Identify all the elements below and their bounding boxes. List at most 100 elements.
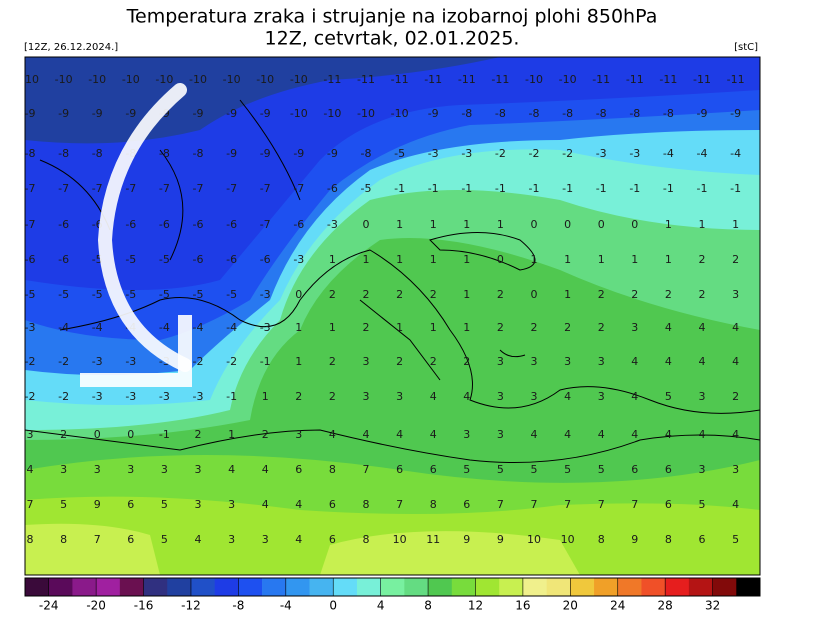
map-value-label: -4 [663,147,674,160]
colorbar-swatch [238,578,263,596]
colorbar-swatch [96,578,121,596]
map-value-label: -6 [58,253,69,266]
map-value-label: 5 [564,463,571,476]
map-value-label: 3 [497,428,504,441]
map-value-label: 7 [598,498,605,511]
colorbar-swatch [736,578,761,596]
colorbar-swatch [688,578,713,596]
map-value-label: -8 [25,147,36,160]
map-value-label: 7 [363,463,370,476]
colorbar-swatch [25,578,50,596]
map-value-label: 4 [732,428,739,441]
map-value-label: -10 [122,73,140,86]
map-value-label: 1 [396,253,403,266]
map-value-label: -10 [290,73,308,86]
map-value-label: -5 [92,288,103,301]
map-value-label: 1 [564,288,571,301]
map-value-label: -6 [260,253,271,266]
map-value-label: 3 [363,390,370,403]
colorbar-swatch [167,578,192,596]
map-value-label: -9 [58,107,69,120]
map-value-label: 2 [665,288,672,301]
map-value-label: 6 [699,533,706,546]
colorbar-tick-label: 28 [658,599,673,613]
map-value-label: 7 [564,498,571,511]
map-value-label: 2 [396,288,403,301]
colorbar-tick-label: -16 [134,599,154,613]
colorbar-swatch [356,578,381,596]
map-value-label: 1 [463,321,470,334]
map-value-label: 5 [161,533,168,546]
map-value-label: -11 [491,73,509,86]
map-value-label: 5 [60,498,67,511]
map-value-label: -5 [193,288,204,301]
map-value-label: -8 [58,147,69,160]
map-value-label: 2 [497,321,504,334]
map-value-label: 2 [598,321,605,334]
colorbar-tick-label: 0 [329,599,337,613]
map-value-label: -2 [58,355,69,368]
map-value-label: 7 [531,498,538,511]
map-value-label: -2 [226,355,237,368]
map-value-label: 6 [295,463,302,476]
title: Temperatura zraka i strujanje na izobarn… [126,6,658,28]
map-value-label: -8 [562,107,573,120]
map-value-label: -7 [260,218,271,231]
map-value-label: -1 [394,182,405,195]
map-value-label: 4 [665,355,672,368]
map-value-label: 6 [430,463,437,476]
colorbar-tick-label: 8 [424,599,432,613]
colorbar-swatch [522,578,547,596]
map-value-label: 2 [531,321,538,334]
colorbar-swatch [119,578,144,596]
colorbar-swatch [214,578,239,596]
map-value-label: 2 [329,355,336,368]
map-value-label: -4 [730,147,741,160]
map-value-label: -5 [92,253,103,266]
map-frame [24,56,761,576]
map-value-label: 1 [531,253,538,266]
map-value-label: 4 [665,321,672,334]
map-value-label: -9 [226,147,237,160]
map-value-label: 3 [195,463,202,476]
map-value-label: -9 [428,107,439,120]
map-value-label: 5 [665,390,672,403]
map-value-label: -10 [256,73,274,86]
map-value-label: -9 [193,107,204,120]
map-value-label: 3 [262,533,269,546]
map-value-label: 1 [363,253,370,266]
colorbar-tick-label: 24 [610,599,625,613]
map-value-label: -1 [629,182,640,195]
map-value-label: -7 [25,218,36,231]
map-value-label: 0 [497,253,504,266]
colorbar-swatch [428,578,453,596]
map-value-label: -10 [189,73,207,86]
map-value-label: 1 [463,253,470,266]
map-value-label: -3 [596,147,607,160]
map-value-label: 1 [329,253,336,266]
map-value-label: -8 [663,107,674,120]
map-value-label: -11 [693,73,711,86]
map-value-label: -3 [92,355,103,368]
map-value-label: -11 [592,73,610,86]
map-value-label: 6 [127,498,134,511]
map-value-label: -6 [159,218,170,231]
map-value-label: 1 [598,253,605,266]
map-value-label: 2 [732,390,739,403]
map-value-label: 2 [732,253,739,266]
map-value-label: -4 [193,321,204,334]
map-value-label: -2 [495,147,506,160]
map-value-label: 6 [463,498,470,511]
colorbar-tick-label: 4 [377,599,385,613]
map-value-label: -11 [357,73,375,86]
colorbar-swatch [499,578,524,596]
map-value-label: 4 [631,428,638,441]
map-value-label: 4 [631,390,638,403]
map-value-label: 8 [27,533,34,546]
colorbar-tick-label: 20 [563,599,578,613]
map-value-label: 1 [631,253,638,266]
map-value-label: -10 [357,107,375,120]
map-value-label: -1 [159,428,170,441]
map-value-label: 10 [527,533,541,546]
